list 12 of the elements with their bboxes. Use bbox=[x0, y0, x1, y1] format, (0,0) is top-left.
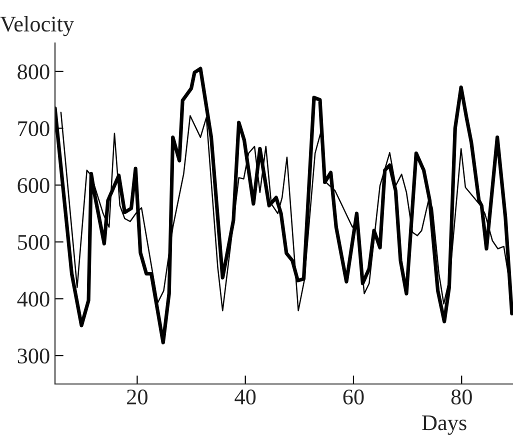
x-tick-label: 40 bbox=[234, 390, 256, 404]
y-axis-title: Velocity bbox=[0, 16, 74, 36]
x-tick-label: 20 bbox=[127, 390, 148, 404]
y-tick-label: 700 bbox=[18, 121, 50, 136]
y-tick-label: 600 bbox=[18, 178, 50, 194]
y-tick-label: 300 bbox=[18, 348, 50, 364]
y-tick-label: 500 bbox=[18, 234, 50, 250]
y-tick-label: 400 bbox=[17, 292, 50, 307]
y-tick-label: 800 bbox=[18, 64, 50, 80]
x-tick-label: 60 bbox=[343, 390, 364, 404]
x-tick-label: 80 bbox=[451, 390, 472, 404]
x-axis-title: Days bbox=[422, 415, 466, 435]
